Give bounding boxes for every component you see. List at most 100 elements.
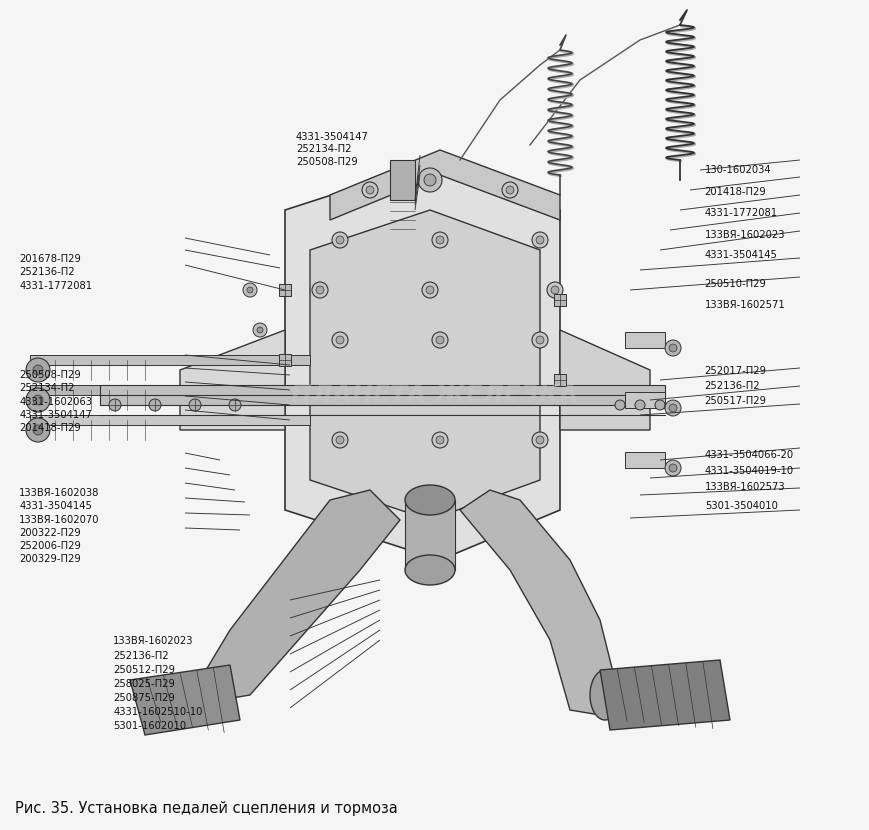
Circle shape: [189, 399, 201, 411]
Circle shape: [535, 236, 543, 244]
Bar: [30, 385, 309, 395]
Text: 250508-П29: 250508-П29: [295, 157, 357, 167]
Circle shape: [614, 400, 624, 410]
Text: 252136-П2: 252136-П2: [113, 651, 169, 661]
Circle shape: [435, 436, 443, 444]
Circle shape: [335, 236, 343, 244]
Circle shape: [531, 332, 547, 348]
Text: 4331-3504066-20: 4331-3504066-20: [704, 450, 793, 460]
Circle shape: [435, 236, 443, 244]
Circle shape: [664, 460, 680, 476]
Circle shape: [423, 174, 435, 186]
Circle shape: [26, 358, 50, 382]
Circle shape: [109, 399, 121, 411]
Circle shape: [312, 282, 328, 298]
Text: 252006-П29: 252006-П29: [19, 541, 81, 551]
Bar: [279, 284, 290, 296]
Circle shape: [432, 332, 448, 348]
Text: 4331-3504145: 4331-3504145: [19, 501, 92, 511]
Text: 252017-П29: 252017-П29: [704, 366, 766, 376]
Circle shape: [332, 432, 348, 448]
Circle shape: [33, 365, 43, 375]
Circle shape: [366, 186, 374, 194]
Text: ПЛАНЕТА ЖЕЛЕЗКА: ПЛАНЕТА ЖЕЛЕЗКА: [291, 383, 578, 407]
Circle shape: [506, 186, 514, 194]
Polygon shape: [329, 150, 560, 220]
Polygon shape: [200, 490, 400, 700]
Text: 5301-1602010: 5301-1602010: [113, 721, 186, 731]
Circle shape: [335, 436, 343, 444]
Circle shape: [256, 327, 262, 333]
Circle shape: [33, 425, 43, 435]
Text: 4331-3504147: 4331-3504147: [19, 410, 92, 420]
Text: 200322-П29: 200322-П29: [19, 528, 81, 538]
Circle shape: [531, 232, 547, 248]
Bar: [554, 294, 566, 306]
Text: 201678-П29: 201678-П29: [19, 254, 81, 264]
Circle shape: [664, 400, 680, 416]
Bar: [30, 415, 309, 425]
Circle shape: [531, 432, 547, 448]
Bar: [624, 332, 664, 348]
Circle shape: [421, 282, 437, 298]
Text: 133ВЯ-1602023: 133ВЯ-1602023: [704, 230, 785, 240]
Bar: [30, 355, 309, 365]
Polygon shape: [560, 330, 649, 430]
Text: 4331-1602063: 4331-1602063: [19, 397, 92, 407]
Text: 201418-П29: 201418-П29: [704, 187, 766, 197]
Text: 252134-П2: 252134-П2: [19, 383, 75, 393]
Circle shape: [432, 432, 448, 448]
Ellipse shape: [589, 670, 620, 720]
Text: 4331-3504147: 4331-3504147: [295, 132, 368, 142]
Text: 252136-П2: 252136-П2: [704, 381, 760, 391]
Circle shape: [654, 400, 664, 410]
Circle shape: [634, 400, 644, 410]
Text: 4331-1772081: 4331-1772081: [704, 208, 777, 218]
Bar: [389, 160, 415, 200]
Text: 133ВЯ-1602038: 133ВЯ-1602038: [19, 488, 99, 498]
Bar: [554, 374, 566, 386]
Circle shape: [435, 336, 443, 344]
Text: 4331-3504145: 4331-3504145: [704, 250, 777, 260]
Circle shape: [332, 232, 348, 248]
Text: 200329-П29: 200329-П29: [19, 554, 81, 564]
Circle shape: [668, 344, 676, 352]
Ellipse shape: [405, 555, 454, 585]
Circle shape: [362, 182, 377, 198]
Circle shape: [332, 332, 348, 348]
Circle shape: [26, 418, 50, 442]
Bar: [279, 354, 290, 366]
Polygon shape: [180, 330, 285, 430]
Circle shape: [417, 168, 441, 192]
Bar: [100, 385, 664, 405]
Circle shape: [26, 388, 50, 412]
Text: 252136-П2: 252136-П2: [19, 267, 75, 277]
Circle shape: [33, 395, 43, 405]
Text: 130-1602034: 130-1602034: [704, 165, 771, 175]
Circle shape: [535, 336, 543, 344]
Circle shape: [335, 336, 343, 344]
Circle shape: [550, 286, 559, 294]
Text: Рис. 35. Установка педалей сцепления и тормоза: Рис. 35. Установка педалей сцепления и т…: [15, 800, 397, 816]
Text: 5301-3504010: 5301-3504010: [704, 501, 777, 511]
Circle shape: [668, 404, 676, 412]
Text: 4331-1602510-10: 4331-1602510-10: [113, 707, 202, 717]
Circle shape: [247, 287, 253, 293]
Circle shape: [432, 232, 448, 248]
Circle shape: [426, 286, 434, 294]
Polygon shape: [309, 210, 540, 520]
Text: 4331-3504019-10: 4331-3504019-10: [704, 466, 793, 476]
Text: 250875-П29: 250875-П29: [113, 693, 175, 703]
Circle shape: [242, 283, 256, 297]
Polygon shape: [129, 665, 240, 735]
Text: 133ВЯ-1602571: 133ВЯ-1602571: [704, 300, 785, 310]
Text: 250508-П29: 250508-П29: [19, 370, 81, 380]
Circle shape: [229, 399, 241, 411]
Text: 133ВЯ-1602023: 133ВЯ-1602023: [113, 636, 194, 646]
Text: 133ВЯ-1602573: 133ВЯ-1602573: [704, 482, 785, 492]
Bar: [624, 392, 664, 408]
Text: 258025-П29: 258025-П29: [113, 679, 175, 689]
Circle shape: [149, 399, 161, 411]
Polygon shape: [600, 660, 729, 730]
Circle shape: [253, 323, 267, 337]
